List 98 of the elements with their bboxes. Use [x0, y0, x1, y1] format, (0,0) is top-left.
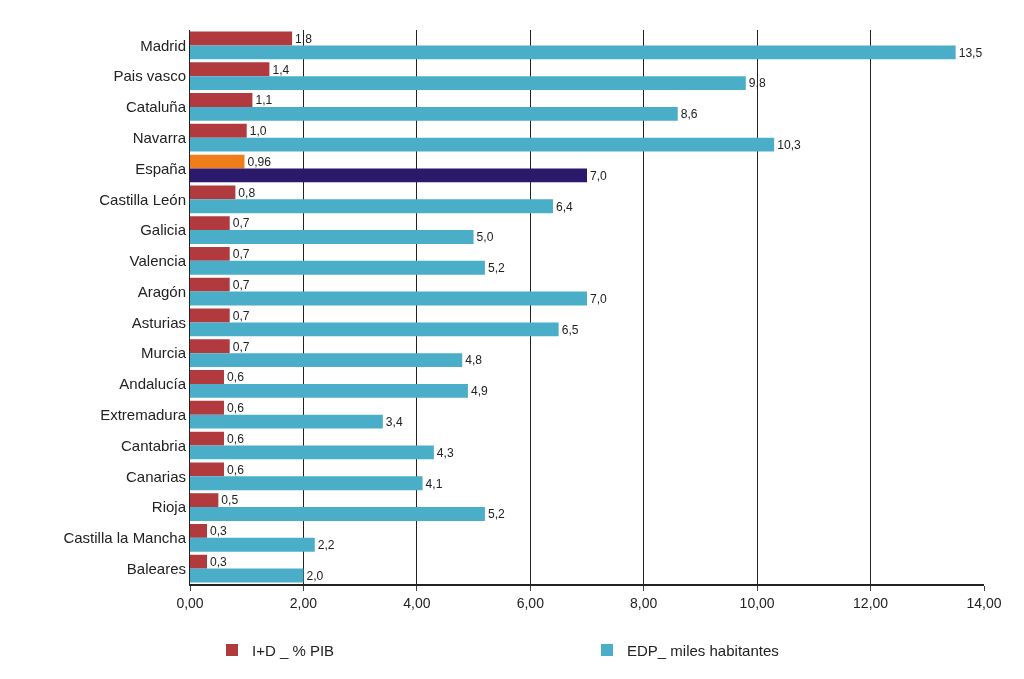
data-label: 5,2 [487, 507, 506, 522]
data-label: 0,5 [221, 493, 239, 508]
y-tick-label: Murcia [140, 344, 187, 362]
x-tick-label: 6,00 [516, 594, 545, 611]
bar [190, 62, 270, 77]
data-label: 0,3 [210, 524, 228, 539]
data-label: 10,3 [777, 137, 801, 152]
bar [190, 168, 587, 183]
bar [190, 76, 746, 91]
y-tick-label: Asturias [131, 313, 186, 331]
y-tick-label: Navarra [132, 128, 187, 146]
data-label: 0,7 [232, 339, 250, 354]
data-label: 3,4 [385, 414, 403, 429]
data-label: 4,3 [436, 445, 454, 460]
data-label: 4,9 [470, 384, 488, 399]
data-label: 2,0 [306, 568, 324, 583]
bar [190, 554, 208, 569]
bar [190, 123, 247, 138]
bar [190, 154, 245, 169]
data-label: 0,6 [227, 462, 245, 477]
y-tick-label: Cantabria [120, 436, 187, 454]
data-label: 13,5 [958, 45, 983, 60]
bar [190, 476, 423, 491]
bar [190, 445, 434, 460]
data-label: 0,96 [247, 154, 272, 169]
bar [190, 370, 225, 384]
x-tick-label: 12,00 [853, 594, 889, 611]
legend-label: EDP_ miles habitantes [627, 641, 779, 659]
bar [190, 537, 315, 552]
x-tick-label: 2,00 [289, 594, 318, 611]
data-label: 0,7 [232, 247, 250, 262]
bar [190, 230, 474, 244]
data-label: 6,4 [555, 199, 574, 214]
data-label: 0,3 [210, 555, 228, 570]
y-tick-label: Castilla León [99, 190, 186, 208]
bar [190, 216, 230, 231]
bar [190, 106, 678, 121]
y-tick-label: España [135, 159, 187, 177]
data-label: 1,4 [272, 62, 290, 77]
bar [190, 45, 956, 60]
y-tick-label: Canarias [125, 467, 186, 485]
x-tick-label: 4,00 [403, 594, 431, 611]
y-tick-label: Castilla la Mancha [63, 529, 187, 547]
data-label: 0,6 [227, 401, 245, 416]
legend-label: I+D _ % PIB [252, 641, 335, 659]
bar [190, 185, 236, 200]
x-tick-label: 10,00 [739, 594, 775, 611]
bar [190, 339, 230, 354]
bar [190, 260, 485, 275]
data-label: 1,0 [249, 124, 267, 139]
bar [190, 493, 219, 508]
data-label: 8,6 [680, 107, 698, 122]
y-tick-label: Andalucía [119, 375, 187, 393]
bar [190, 199, 553, 214]
x-tick-label: 8,00 [630, 594, 658, 611]
bar [190, 137, 775, 152]
bar [190, 462, 225, 477]
data-label: 0,7 [232, 308, 250, 323]
bar [190, 308, 230, 323]
data-label: 0,7 [232, 216, 250, 231]
y-tick-label: Rioja [151, 498, 187, 516]
bar [190, 523, 208, 538]
data-label: 0,6 [227, 431, 245, 446]
y-tick-label: Pais vasco [113, 67, 186, 85]
bar [190, 568, 304, 583]
data-label: 1,1 [255, 93, 273, 108]
y-tick-label: Galicia [140, 221, 187, 239]
bar [190, 431, 225, 446]
x-tick-label: 14,00 [966, 594, 1002, 611]
bar [190, 353, 463, 368]
data-label: 7,0 [590, 168, 608, 183]
y-tick-label: Extremadura [100, 405, 187, 423]
data-label: 5,2 [487, 261, 506, 276]
bar [190, 322, 559, 337]
data-label: 2,2 [317, 538, 335, 553]
bar [190, 246, 230, 261]
data-label: 5,0 [476, 230, 494, 245]
y-tick-label: Baleares [126, 559, 186, 577]
y-tick-label: Madrid [140, 36, 186, 54]
bar [190, 93, 253, 107]
y-tick-label: Valencia [129, 252, 187, 270]
bar [190, 277, 230, 292]
data-label: 6,5 [561, 322, 579, 337]
x-tick-label: 0,00 [176, 594, 204, 611]
y-tick-label: Cataluña [125, 98, 187, 116]
data-label: 4,1 [425, 476, 443, 491]
bar [190, 400, 225, 415]
data-label: 0,8 [238, 185, 256, 200]
data-label: 0,6 [227, 370, 245, 385]
bar [190, 291, 587, 306]
bar [190, 383, 468, 398]
data-label: 0,7 [232, 278, 250, 293]
data-label: 7,0 [590, 291, 608, 306]
y-tick-label: Aragón [137, 282, 186, 300]
bar [190, 414, 383, 429]
data-label: 4,8 [465, 353, 483, 368]
bar [190, 507, 485, 521]
bar [190, 31, 293, 46]
